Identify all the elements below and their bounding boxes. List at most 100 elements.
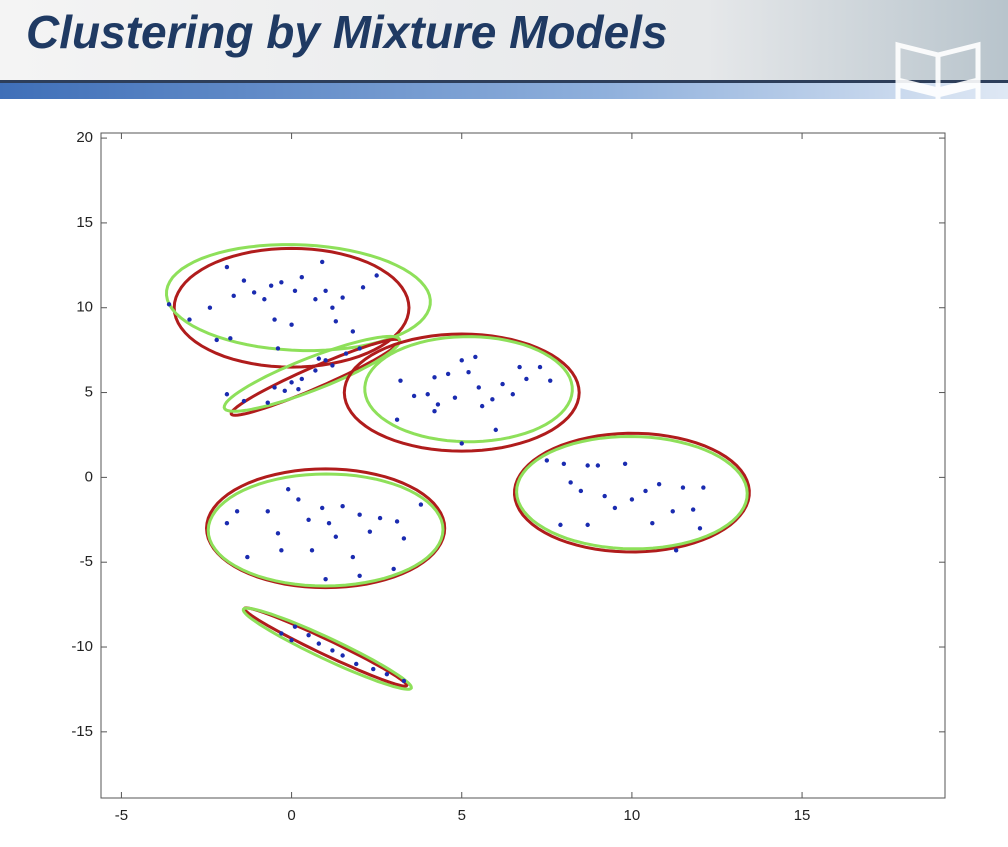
y-tick-label: -5 bbox=[80, 553, 93, 570]
data-point bbox=[309, 548, 315, 553]
data-point bbox=[401, 678, 407, 684]
data-point bbox=[292, 288, 298, 293]
data-point bbox=[279, 280, 284, 285]
data-point bbox=[320, 505, 325, 511]
data-point bbox=[357, 346, 362, 351]
data-point bbox=[282, 388, 287, 394]
data-point bbox=[384, 671, 390, 677]
data-point bbox=[333, 319, 339, 324]
data-point bbox=[510, 392, 515, 397]
data-point bbox=[561, 461, 567, 467]
data-point bbox=[701, 485, 706, 490]
data-point bbox=[299, 274, 304, 280]
data-point bbox=[313, 368, 318, 373]
data-point bbox=[374, 273, 379, 278]
data-point bbox=[313, 297, 318, 302]
component-ellipse bbox=[164, 243, 432, 353]
data-point bbox=[265, 400, 270, 405]
data-point bbox=[343, 351, 349, 356]
data-point bbox=[357, 573, 362, 578]
data-point bbox=[340, 653, 345, 658]
data-point bbox=[643, 488, 648, 494]
component-ellipse bbox=[204, 467, 447, 590]
data-point bbox=[377, 515, 383, 521]
data-point bbox=[578, 488, 584, 494]
data-point bbox=[401, 536, 407, 541]
logo bbox=[895, 41, 981, 129]
data-point bbox=[602, 493, 607, 499]
header-rule bbox=[0, 80, 1008, 83]
data-point bbox=[697, 526, 703, 531]
data-point bbox=[537, 364, 543, 370]
data-point bbox=[224, 520, 230, 526]
data-point bbox=[394, 519, 400, 524]
data-point bbox=[320, 259, 325, 265]
data-point bbox=[371, 666, 376, 672]
data-point bbox=[394, 417, 400, 422]
x-tick-label: 0 bbox=[287, 807, 295, 824]
data-point bbox=[340, 504, 345, 509]
data-point bbox=[279, 548, 284, 553]
data-point bbox=[251, 290, 257, 295]
data-point bbox=[680, 485, 686, 490]
data-point bbox=[330, 305, 335, 310]
component-ellipse bbox=[241, 606, 413, 691]
data-point bbox=[650, 520, 655, 526]
plot-frame bbox=[100, 132, 946, 799]
data-point bbox=[411, 393, 417, 399]
data-point bbox=[275, 531, 281, 536]
data-point bbox=[265, 509, 270, 514]
data-point bbox=[214, 337, 219, 343]
data-point bbox=[490, 397, 495, 402]
data-point bbox=[425, 392, 430, 397]
data-point bbox=[279, 631, 284, 636]
y-tick-label: 20 bbox=[76, 129, 93, 146]
data-point bbox=[690, 507, 696, 512]
data-point bbox=[493, 427, 498, 433]
data-point bbox=[296, 497, 301, 502]
header-bg bbox=[0, 0, 1008, 80]
y-tick-label: -15 bbox=[71, 723, 93, 740]
component-ellipse bbox=[515, 434, 749, 551]
data-point bbox=[330, 648, 335, 653]
header-band bbox=[0, 83, 1008, 99]
data-point bbox=[326, 520, 332, 526]
data-point bbox=[316, 356, 322, 361]
data-point bbox=[595, 463, 601, 468]
data-point bbox=[473, 354, 478, 360]
data-point bbox=[459, 441, 464, 446]
data-point bbox=[558, 522, 563, 528]
data-point bbox=[241, 278, 247, 283]
data-point bbox=[340, 295, 345, 300]
data-point bbox=[234, 509, 240, 514]
data-point bbox=[296, 386, 301, 392]
data-point bbox=[435, 402, 441, 407]
y-tick-label: -10 bbox=[71, 638, 93, 655]
data-point bbox=[289, 322, 294, 327]
data-point bbox=[479, 403, 485, 409]
data-point bbox=[323, 358, 328, 363]
data-point bbox=[476, 385, 481, 390]
data-point bbox=[466, 369, 471, 375]
data-point bbox=[360, 285, 366, 290]
data-point bbox=[323, 288, 328, 293]
data-point bbox=[262, 297, 267, 302]
data-point bbox=[391, 566, 396, 572]
data-point bbox=[241, 398, 247, 404]
data-point bbox=[330, 363, 335, 368]
data-point bbox=[367, 529, 373, 534]
data-point bbox=[306, 517, 311, 522]
data-point bbox=[323, 576, 328, 582]
data-point bbox=[350, 329, 356, 334]
data-point bbox=[517, 364, 522, 370]
data-point bbox=[292, 624, 298, 629]
data-point bbox=[224, 392, 230, 397]
data-point bbox=[272, 385, 277, 390]
data-point bbox=[445, 371, 451, 377]
y-tick-label: 10 bbox=[76, 299, 93, 316]
data-point bbox=[231, 293, 236, 299]
data-point bbox=[656, 481, 662, 487]
data-point bbox=[500, 381, 505, 387]
y-tick-label: 15 bbox=[76, 214, 93, 231]
